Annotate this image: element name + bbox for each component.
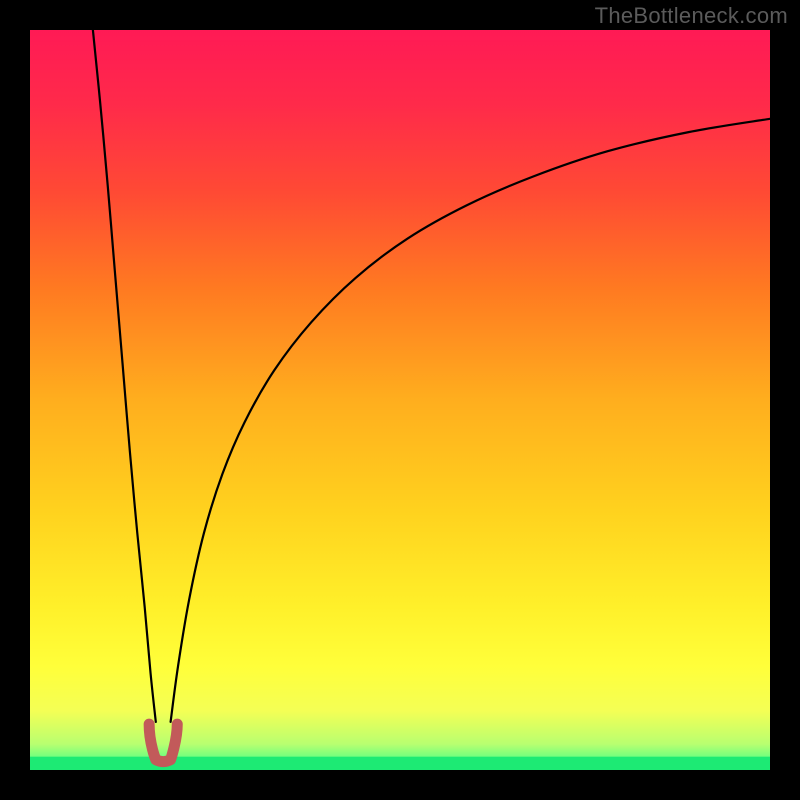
gradient-background xyxy=(30,30,770,770)
watermark-text: TheBottleneck.com xyxy=(595,3,788,29)
plot-area xyxy=(30,30,770,770)
bottom-strip xyxy=(30,757,770,770)
chart-root: TheBottleneck.com xyxy=(0,0,800,800)
plot-svg xyxy=(30,30,770,770)
